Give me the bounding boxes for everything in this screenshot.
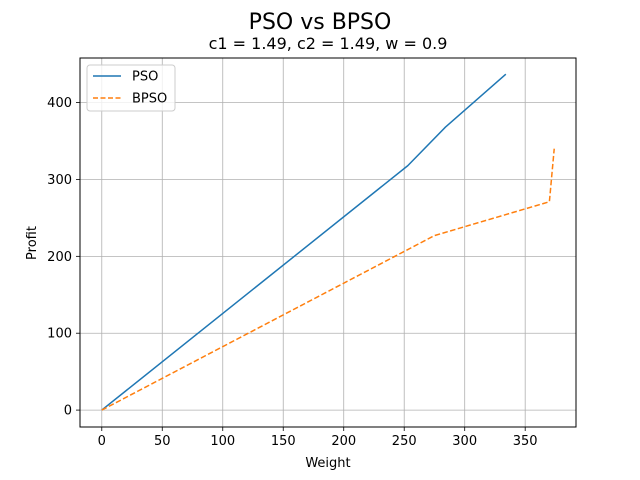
x-tick-label: 350: [513, 434, 538, 449]
y-axis-label: Profit: [25, 226, 40, 260]
series-line-bpso: [101, 148, 555, 411]
x-axis-label: Weight: [305, 456, 350, 471]
chart-subtitle: c1 = 1.49, c2 = 1.49, w = 0.9: [209, 34, 448, 53]
x-tick-label: 150: [271, 434, 296, 449]
chart-title: PSO vs BPSO: [249, 10, 392, 35]
x-tick-label: 100: [210, 434, 235, 449]
x-tick-label: 200: [331, 434, 356, 449]
y-tick-label: 100: [47, 327, 72, 342]
ticks-layer: 0 50 100 150 200 250 300 350 0 100 200 300 400: [47, 96, 537, 449]
y-tick-label: 400: [47, 96, 72, 111]
grid-layer: [80, 58, 576, 427]
series-layer: [101, 73, 555, 411]
y-tick-label: 0: [64, 404, 72, 419]
legend-label-bpso: BPSO: [132, 92, 167, 107]
plot-frame: [79, 57, 577, 428]
y-tick-label: 300: [47, 173, 72, 188]
x-tick-label: 0: [98, 434, 106, 449]
series-line-pso: [101, 73, 507, 411]
x-tick-label: 50: [154, 434, 171, 449]
x-tick-label: 300: [452, 434, 477, 449]
x-tick-label: 250: [392, 434, 417, 449]
legend: PSO BPSO: [86, 64, 176, 112]
legend-label-pso: PSO: [132, 70, 158, 85]
y-tick-label: 200: [47, 250, 72, 265]
